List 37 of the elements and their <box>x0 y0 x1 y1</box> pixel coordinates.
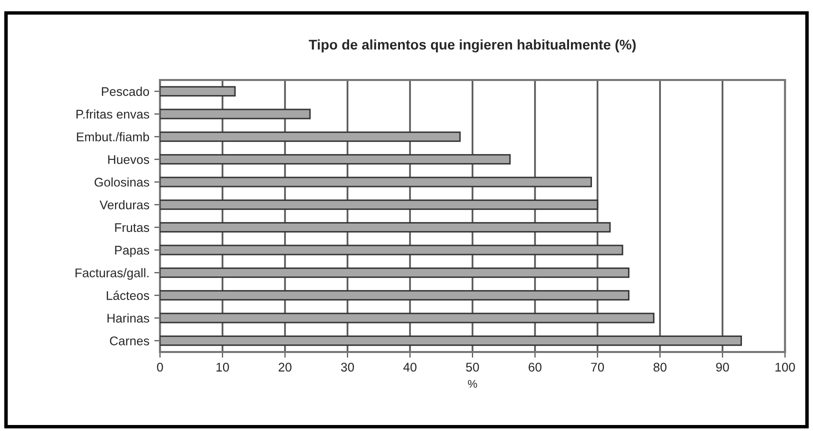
bar <box>160 199 598 210</box>
bar <box>160 154 511 165</box>
bar <box>160 312 654 324</box>
x-tick-label: 70 <box>591 362 604 372</box>
bar <box>160 222 611 233</box>
y-tick-label: Pescado <box>102 86 150 96</box>
bar <box>160 108 311 120</box>
bar <box>160 267 630 278</box>
y-tick-label: Papas <box>115 246 150 258</box>
y-tick-label: Facturas/gall. <box>76 268 148 280</box>
x-tick-label: 0 <box>157 362 163 372</box>
x-tick-label: 40 <box>403 362 416 372</box>
y-tick-label: Frutas <box>115 223 150 232</box>
x-tick-label: 100 <box>776 362 795 372</box>
chart-title: Tipo de alimentos que ingieren habitualmente (%) <box>308 39 636 52</box>
x-tick-label: 90 <box>716 362 729 372</box>
y-tick-label: Harinas <box>108 313 150 323</box>
x-tick-label: 80 <box>654 362 666 372</box>
bar <box>160 176 592 188</box>
bar <box>160 290 630 301</box>
x-tick-label: 50 <box>466 362 479 372</box>
y-tick-label: Huevos <box>108 155 150 164</box>
bar <box>160 131 461 142</box>
y-tick-label: Carnes <box>110 336 150 346</box>
bar <box>160 86 236 97</box>
y-tick-label: Golosinas <box>94 177 150 187</box>
x-axis-title: % <box>468 380 478 388</box>
x-tick-label: 20 <box>278 362 292 372</box>
y-tick-label: Embut./fiamb <box>76 132 150 142</box>
y-tick-label: P.fritas envas <box>76 109 150 119</box>
x-tick-label: 10 <box>216 362 229 372</box>
bar <box>160 244 624 256</box>
y-tick-label: Lácteos <box>106 290 150 300</box>
bar <box>160 335 742 346</box>
x-tick-label: 60 <box>528 362 542 372</box>
y-tick-label: Verduras <box>100 200 150 210</box>
x-tick-label: 30 <box>341 362 354 372</box>
